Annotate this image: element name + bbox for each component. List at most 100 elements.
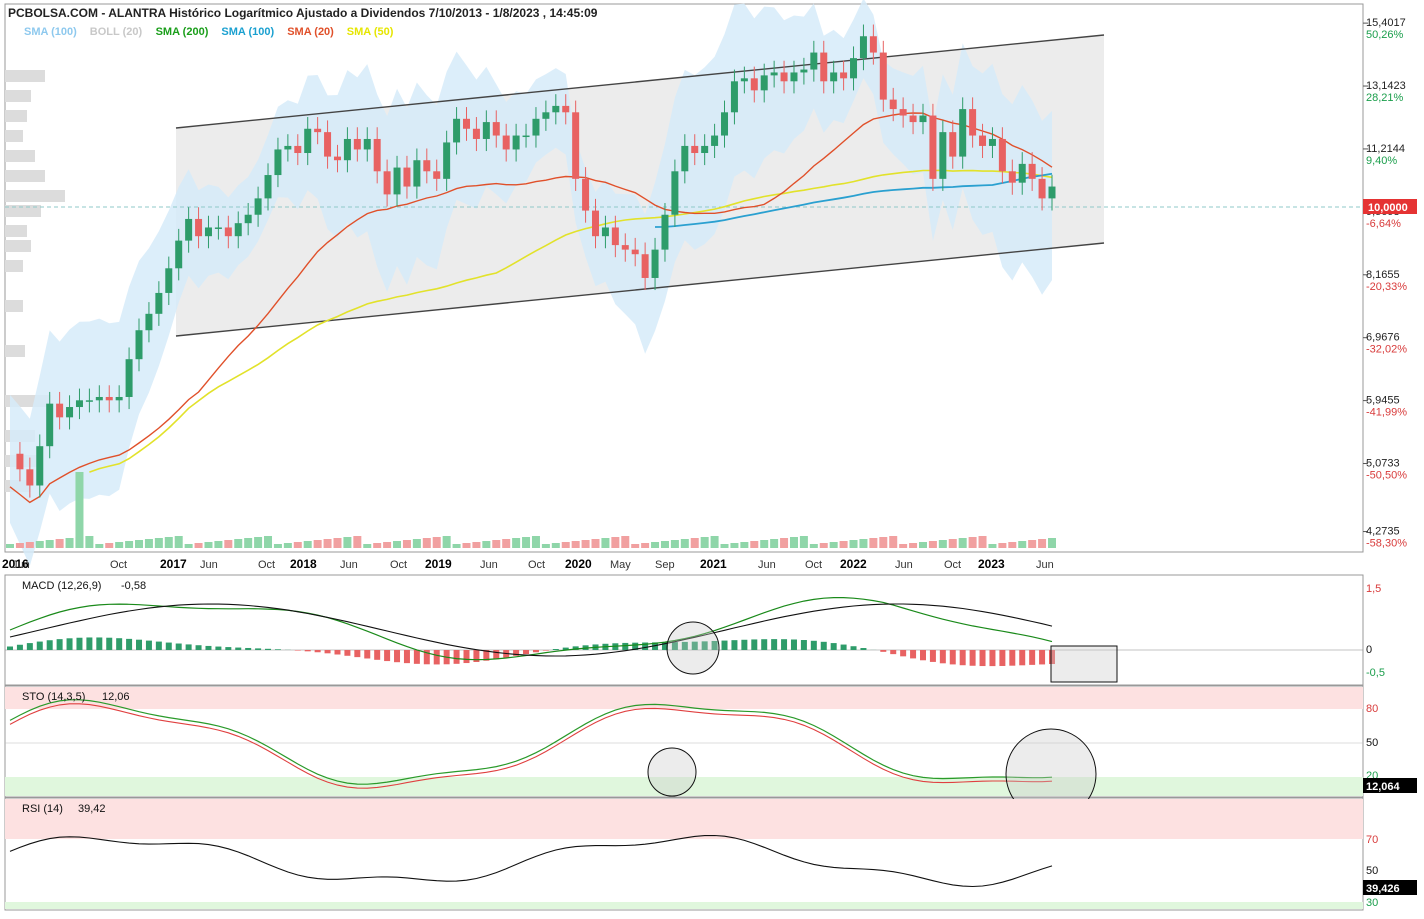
price-tick-label: 15,4017 xyxy=(1366,17,1406,29)
volume-bar xyxy=(333,538,341,548)
candle-body xyxy=(800,70,807,73)
current-price-value: 10,0000 xyxy=(1368,202,1408,214)
macd-histogram-bar xyxy=(37,642,43,650)
volume-bar xyxy=(701,537,709,548)
macd-histogram-bar xyxy=(860,648,866,650)
volume-bar xyxy=(641,543,649,548)
candle-body xyxy=(116,397,123,400)
volume-bar xyxy=(195,543,203,548)
macd-histogram-bar xyxy=(543,650,549,651)
candle-body xyxy=(919,116,926,123)
macd-histogram-bar xyxy=(463,650,469,663)
rsi-oversold-zone xyxy=(5,902,1363,909)
candle-body xyxy=(493,122,500,135)
macd-histogram-bar xyxy=(344,650,350,656)
volume-bar xyxy=(165,537,173,548)
price-tick-label: 13,1423 xyxy=(1366,80,1406,92)
candle-body xyxy=(145,314,152,330)
x-axis-label: Jun xyxy=(12,559,30,571)
candle-body xyxy=(989,139,996,146)
volume-profile-bar xyxy=(5,70,45,82)
candle-body xyxy=(532,119,539,136)
volume-bar xyxy=(760,540,768,548)
macd-histogram-bar xyxy=(910,650,916,658)
macd-histogram-bar xyxy=(831,643,837,650)
volume-bar xyxy=(26,542,34,548)
x-axis-label: Jun xyxy=(895,559,913,571)
macd-histogram-bar xyxy=(960,650,966,665)
volume-bar xyxy=(175,536,183,548)
x-axis-label: 2017 xyxy=(160,557,187,571)
volume-bar xyxy=(254,537,262,548)
rsi-tick-50: 50 xyxy=(1366,865,1378,877)
macd-histogram-bar xyxy=(116,638,122,650)
macd-histogram-bar xyxy=(920,650,926,660)
macd-histogram-bar xyxy=(781,639,787,650)
rsi-tick-30: 30 xyxy=(1366,897,1378,909)
candle-body xyxy=(632,250,639,255)
volume-bar xyxy=(413,539,421,548)
macd-histogram-bar xyxy=(523,650,529,654)
volume-bar xyxy=(36,541,44,548)
sto-overbought-zone xyxy=(5,687,1363,709)
volume-bar xyxy=(185,544,193,548)
price-tick-pct: -6,64% xyxy=(1366,218,1401,230)
candle-body xyxy=(910,116,917,123)
volume-bar xyxy=(998,543,1006,548)
candle-body xyxy=(781,72,788,81)
volume-profile-bar xyxy=(5,130,23,142)
macd-histogram-bar xyxy=(1039,650,1045,664)
volume-bar xyxy=(671,540,679,548)
candle-body xyxy=(463,119,470,129)
candle-body xyxy=(741,78,748,81)
volume-bar xyxy=(443,536,451,548)
macd-histogram-bar xyxy=(811,641,817,650)
candle-body xyxy=(453,119,460,143)
candle-body xyxy=(76,400,83,407)
candle-body xyxy=(473,129,480,139)
candle-body xyxy=(364,139,371,149)
candle-body xyxy=(701,146,708,153)
candle-body xyxy=(245,215,252,223)
candle-body xyxy=(16,454,23,470)
candle-body xyxy=(642,254,649,278)
candle-body xyxy=(304,129,311,153)
macd-histogram-bar xyxy=(225,647,231,650)
macd-histogram-bar xyxy=(67,638,73,650)
x-axis-label: Oct xyxy=(944,559,961,571)
macd-histogram-bar xyxy=(950,650,956,664)
candle-body xyxy=(443,142,450,178)
volume-bar xyxy=(204,542,212,548)
candle-body xyxy=(731,81,738,112)
candle-body xyxy=(175,241,182,269)
macd-histogram-bar xyxy=(841,645,847,650)
volume-bar xyxy=(472,542,480,548)
volume-bar xyxy=(314,540,322,548)
candle-body xyxy=(602,227,609,236)
candle-body xyxy=(26,469,33,485)
x-axis-label: 2018 xyxy=(290,557,317,571)
rsi-tick-70: 70 xyxy=(1366,834,1378,846)
legend-entry: SMA (200) xyxy=(156,26,209,38)
candle-body xyxy=(324,132,331,156)
volume-bar xyxy=(522,537,530,548)
candle-body xyxy=(56,404,63,418)
volume-bar xyxy=(582,540,590,548)
candle-body xyxy=(314,129,321,132)
candle-body xyxy=(205,227,212,236)
macd-histogram-bar xyxy=(166,643,172,650)
macd-histogram-bar xyxy=(900,650,906,656)
macd-label: MACD (12,26,9) xyxy=(22,580,101,592)
legend-entry: SMA (20) xyxy=(287,26,334,38)
macd-tick-zero: 0 xyxy=(1366,644,1372,656)
candle-body xyxy=(126,359,133,397)
macd-histogram-bar xyxy=(96,637,102,650)
macd-histogram-bar xyxy=(454,650,460,664)
macd-histogram-bar xyxy=(235,648,241,650)
price-tick-label: 8,1655 xyxy=(1366,269,1400,281)
candle-body xyxy=(572,112,579,179)
price-tick-label: 5,0733 xyxy=(1366,458,1400,470)
volume-bar xyxy=(750,541,758,548)
legend-entry: SMA (50) xyxy=(347,26,394,38)
